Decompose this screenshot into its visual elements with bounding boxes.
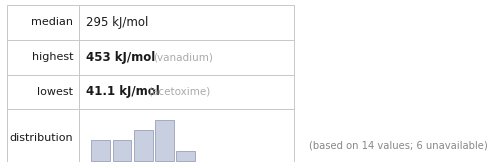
Bar <box>91 140 110 161</box>
Bar <box>155 120 174 161</box>
Text: lowest: lowest <box>38 87 73 97</box>
Bar <box>113 140 131 161</box>
Text: distribution: distribution <box>10 133 73 143</box>
Text: (based on 14 values; 6 unavailable): (based on 14 values; 6 unavailable) <box>309 140 488 150</box>
Text: (vanadium): (vanadium) <box>153 52 213 62</box>
Text: (acetoxime): (acetoxime) <box>148 87 210 97</box>
Bar <box>134 130 153 161</box>
Text: 295 kJ/mol: 295 kJ/mol <box>86 16 149 29</box>
Text: highest: highest <box>32 52 73 62</box>
Text: median: median <box>31 17 73 27</box>
Bar <box>7 5 294 162</box>
Text: 453 kJ/mol: 453 kJ/mol <box>86 51 156 64</box>
Text: 41.1 kJ/mol: 41.1 kJ/mol <box>86 85 160 98</box>
Bar <box>176 151 195 161</box>
